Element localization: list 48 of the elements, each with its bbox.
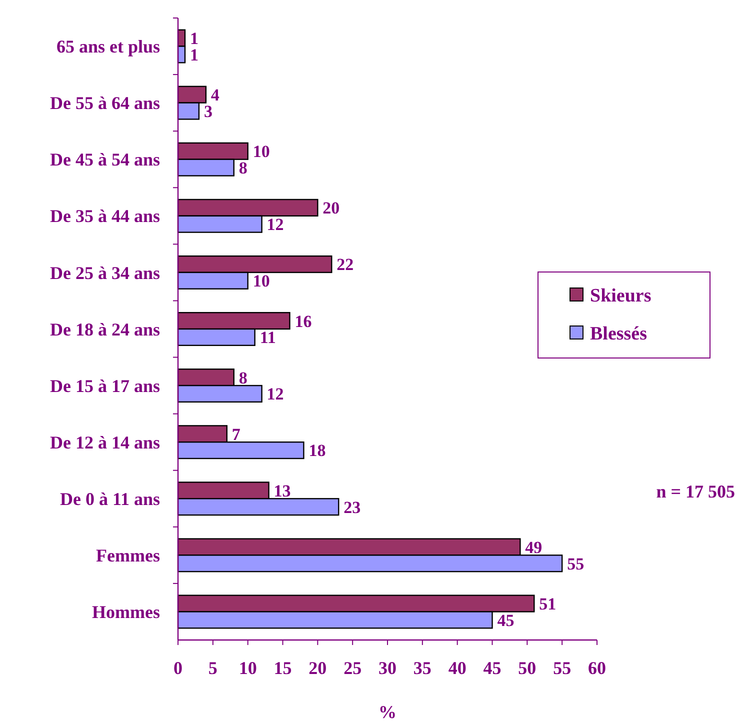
- data-label: 8: [238, 158, 248, 178]
- x-tick-label: 25: [344, 658, 362, 678]
- y-tick-label: De 0 à 11 ans: [60, 488, 160, 509]
- data-label: 12: [266, 215, 284, 234]
- y-tick-label: Femmes: [96, 545, 160, 566]
- data-label: 22: [336, 255, 354, 274]
- data-label: 51: [539, 594, 556, 614]
- data-label: 3: [204, 102, 212, 121]
- data-label: 11: [260, 328, 276, 348]
- data-label: 8: [238, 368, 248, 388]
- data-label: 16: [294, 312, 312, 331]
- legend-label: Blessés: [590, 324, 647, 345]
- x-tick-label: 40: [448, 658, 466, 678]
- data-label: 7: [232, 424, 241, 444]
- y-tick-label: De 15 à 17 ans: [50, 376, 160, 396]
- x-tick-label: 30: [378, 658, 396, 678]
- y-tick-label: 65 ans et plus: [56, 36, 160, 57]
- data-label: 18: [308, 441, 326, 460]
- data-label: 49: [525, 538, 542, 557]
- x-axis-title: %: [378, 702, 396, 722]
- y-tick-label: De 18 à 24 ans: [50, 319, 160, 340]
- data-label: 10: [252, 142, 270, 162]
- y-tick-label: De 25 à 34 ans: [50, 262, 160, 283]
- data-label: 45: [497, 610, 514, 630]
- x-tick-label: 5: [208, 658, 218, 678]
- y-tick-label: De 12 à 14 ans: [50, 432, 160, 452]
- legend-label: Skieurs: [590, 286, 652, 307]
- x-tick-label: 60: [588, 658, 606, 678]
- x-tick-label: 0: [174, 658, 182, 678]
- data-label: 23: [344, 498, 361, 517]
- data-label: 4: [210, 86, 220, 105]
- y-tick-label: De 55 à 64 ans: [50, 93, 160, 114]
- y-tick-label: Hommes: [92, 602, 160, 622]
- data-label: 55: [567, 554, 584, 574]
- data-label: 20: [322, 198, 340, 218]
- x-tick-label: 55: [553, 658, 572, 678]
- data-label: 12: [266, 384, 284, 404]
- data-label: 10: [252, 272, 270, 291]
- data-label: 13: [274, 481, 291, 500]
- y-tick-label: De 35 à 44 ans: [50, 206, 160, 226]
- x-tick-label: 20: [308, 658, 327, 678]
- x-tick-label: 50: [518, 658, 536, 678]
- y-tick-label: De 45 à 54 ans: [50, 150, 160, 170]
- text: n = 17 505: [656, 481, 735, 502]
- x-tick-label: 45: [483, 658, 502, 678]
- x-tick-label: 10: [238, 658, 257, 678]
- x-tick-label: 15: [274, 658, 292, 678]
- x-tick-label: 35: [413, 658, 432, 678]
